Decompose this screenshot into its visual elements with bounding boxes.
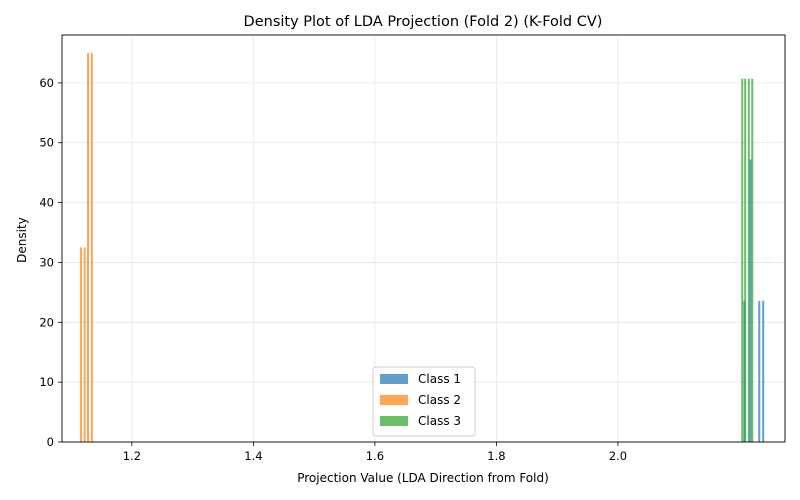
histogram-bar: [751, 78, 754, 442]
histogram-bar: [87, 52, 90, 443]
y-tick-label: 60: [39, 76, 54, 90]
legend-label: Class 3: [418, 414, 461, 428]
x-tick-label: 1.6: [366, 449, 384, 463]
x-axis-ticks: 1.2 1.4 1.6 1.8 2.0: [123, 442, 627, 463]
y-tick-label: 40: [39, 196, 54, 210]
x-axis-label: Projection Value (LDA Direction from Fol…: [297, 471, 549, 485]
histogram-bar: [762, 300, 765, 442]
histogram-bars: [79, 52, 765, 443]
series-2: [79, 52, 93, 443]
histogram-bar: [749, 159, 752, 442]
gridlines: [62, 35, 785, 443]
histogram-bar: [744, 78, 747, 442]
y-axis-label: Density: [15, 217, 29, 263]
x-tick-label: 2.0: [609, 449, 627, 463]
histogram-bar: [90, 52, 93, 443]
y-tick-label: 10: [39, 375, 54, 389]
y-axis-ticks: 0 10 20 30 40 50 60: [39, 76, 62, 449]
legend-swatch: [380, 395, 408, 405]
legend-swatch: [380, 416, 408, 426]
plot-frame: [61, 34, 786, 443]
legend-label: Class 2: [418, 393, 461, 407]
x-tick-label: 1.4: [244, 449, 262, 463]
histogram-bar: [741, 78, 744, 442]
histogram-bar: [758, 300, 761, 442]
histogram-bar: [83, 247, 86, 442]
series-3: [741, 78, 754, 442]
histogram-bar: [79, 247, 82, 442]
histogram-bar: [747, 78, 750, 442]
y-tick-label: 20: [39, 315, 54, 329]
legend-label: Class 1: [418, 372, 461, 386]
x-tick-label: 1.2: [123, 449, 141, 463]
y-tick-label: 0: [47, 435, 54, 449]
y-tick-label: 50: [39, 136, 54, 150]
x-tick-label: 1.8: [487, 449, 505, 463]
y-tick-label: 30: [39, 255, 54, 269]
legend-swatch: [380, 374, 408, 384]
chart-title: Density Plot of LDA Projection (Fold 2) …: [244, 14, 603, 30]
legend: Class 1 Class 2 Class 3: [372, 366, 476, 437]
